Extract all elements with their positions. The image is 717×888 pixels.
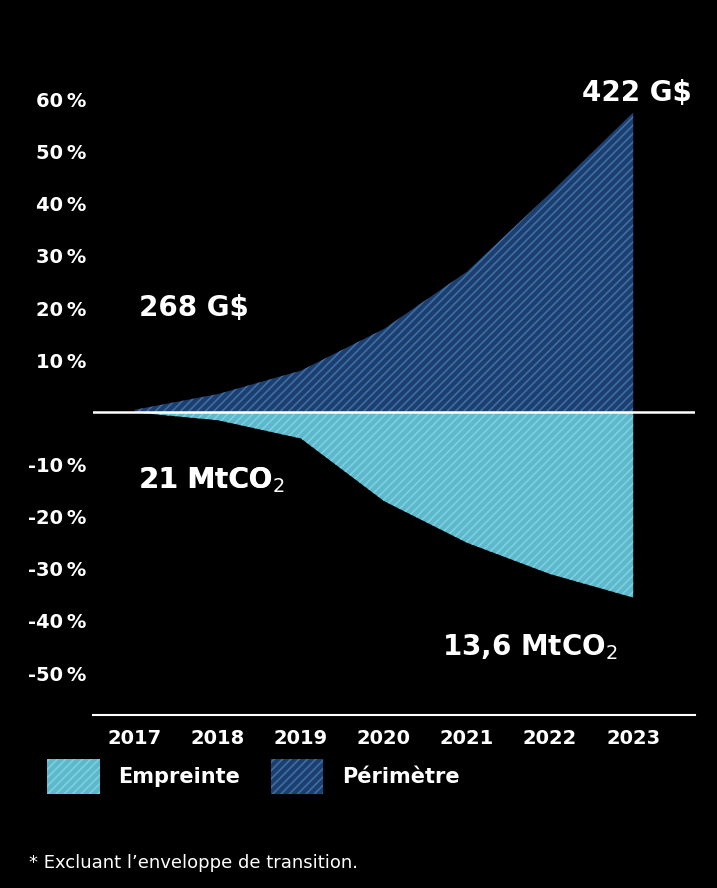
Text: * Excluant l’enveloppe de transition.: * Excluant l’enveloppe de transition. <box>29 854 358 872</box>
Text: 21 MtCO$_2$: 21 MtCO$_2$ <box>139 465 285 495</box>
Text: 21 MtCO: 21 MtCO <box>139 466 272 494</box>
Text: 13,6 MtCO$_2$: 13,6 MtCO$_2$ <box>442 632 618 662</box>
Text: 422 G$: 422 G$ <box>581 78 691 107</box>
Legend: Empreinte, Périmètre: Empreinte, Périmètre <box>39 750 468 802</box>
Text: 21 MtCO: 21 MtCO <box>139 466 272 494</box>
Text: 268 G$: 268 G$ <box>139 294 249 322</box>
